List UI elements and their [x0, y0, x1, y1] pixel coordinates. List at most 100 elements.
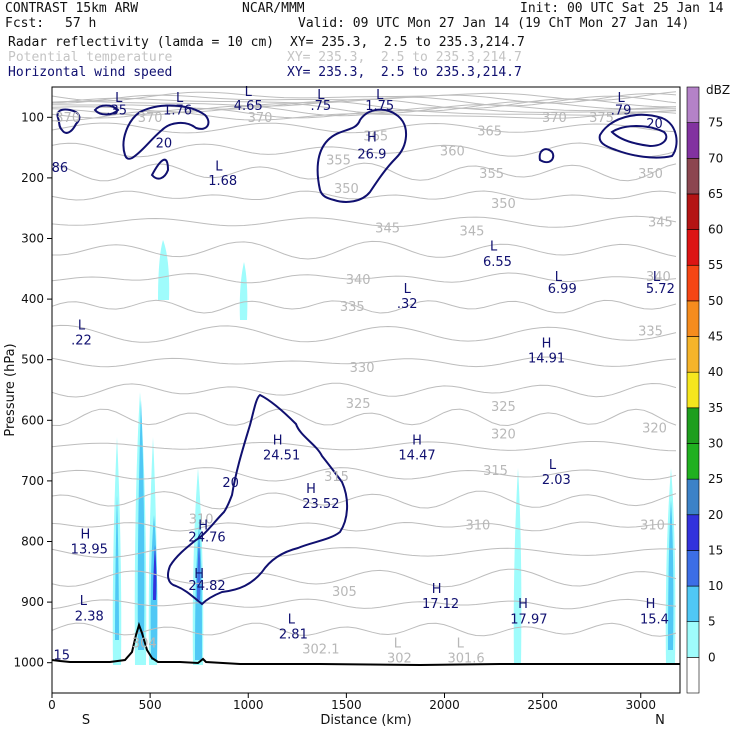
wind-label: 24.51 — [263, 449, 300, 464]
terrain-profile — [51, 621, 680, 667]
y-tick-label: 500 — [21, 353, 44, 367]
colorbar-label: 70 — [708, 151, 723, 165]
wind-label: 20 — [646, 117, 663, 132]
field-reflectivity-xy: XY= 235.3, 2.5 to 235.3,214.7 — [290, 35, 525, 50]
colorbar-label: 45 — [708, 330, 723, 344]
south-label: S — [82, 713, 90, 728]
wind-label: 1.68 — [208, 174, 237, 189]
colorbar-label: 40 — [708, 365, 723, 379]
y-tick-label: 900 — [21, 595, 44, 609]
wind-label: 6.55 — [483, 255, 512, 270]
colorbar-label: 15 — [708, 543, 723, 557]
colorbar-swatch — [686, 478, 700, 516]
wind-contour — [538, 148, 555, 164]
theta-label: 340 — [646, 270, 671, 285]
field-wind-xy: XY= 235.3, 2.5 to 235.3,214.7 — [287, 65, 522, 80]
colorbar-swatch — [686, 193, 700, 230]
wind-label: .35 — [106, 103, 127, 118]
theta-label: 310 — [640, 518, 665, 533]
init-time: Init: 00 UTC Sat 25 Jan 14 — [520, 1, 724, 16]
theta-label: 345 — [375, 221, 400, 236]
wind-label: 14.47 — [398, 449, 435, 464]
theta-label: 350 — [491, 197, 516, 212]
colorbar-unit: dBZ — [706, 83, 730, 97]
wind-contour — [122, 104, 210, 160]
theta-label: 340 — [346, 273, 371, 288]
wind-label: L — [215, 160, 223, 175]
center-name: NCAR/MMM — [242, 1, 305, 16]
colorbar-swatch — [686, 264, 700, 302]
theta-label: 304 — [132, 637, 157, 652]
wind-label: H — [518, 597, 528, 612]
wind-label: .79 — [611, 103, 632, 118]
colorbar-label: 60 — [708, 223, 723, 237]
isentrope-line — [51, 190, 677, 201]
wind-label: L — [549, 458, 557, 473]
colorbar-label: 20 — [708, 508, 723, 522]
isentrope-line — [51, 324, 677, 343]
reflectivity-column — [197, 540, 201, 600]
theta-label: 345 — [648, 215, 673, 230]
colorbar-label: 10 — [708, 579, 723, 593]
wind-label: L — [176, 91, 184, 106]
x-tick-label: 500 — [139, 698, 162, 712]
x-axis-label: Distance (km) — [320, 713, 411, 728]
reflectivity-column — [137, 400, 145, 650]
theta-label: 310 — [189, 512, 214, 527]
isentrope-line — [51, 622, 677, 637]
isentrope-line — [51, 598, 677, 610]
valid-time: Valid: 09 UTC Mon 27 Jan 14 (19 ChT Mon … — [298, 16, 690, 31]
isentrope-line — [51, 98, 677, 110]
isentrope-line — [51, 441, 677, 452]
isentrope-line — [51, 408, 677, 427]
wind-label: 2.03 — [542, 473, 571, 488]
wind-label: H — [646, 597, 656, 612]
isentrope-line — [51, 122, 677, 134]
theta-label: 335 — [340, 300, 365, 315]
wind-contour — [93, 104, 120, 116]
isentrope-line — [51, 162, 677, 182]
wind-label: H — [367, 131, 377, 146]
theta-label: 330 — [350, 361, 375, 376]
wind-label: H — [542, 337, 552, 352]
wind-contour — [610, 125, 668, 148]
theta-label: 325 — [346, 397, 371, 412]
theta-label: 310 — [465, 518, 490, 533]
theta-label: 375 — [589, 111, 614, 126]
theta-label: 355 — [479, 167, 504, 182]
wind-label: 23.52 — [302, 497, 339, 512]
y-tick-label: 100 — [21, 110, 44, 124]
reflectivity-column — [153, 545, 157, 600]
colorbar-label: 75 — [708, 116, 723, 130]
colorbar-swatch — [686, 514, 700, 551]
wind-label: .75 — [311, 99, 332, 114]
wind-label: .22 — [71, 334, 92, 349]
theta-label: 335 — [638, 324, 663, 339]
isentrope-line — [51, 382, 677, 398]
wind-label: L — [115, 91, 123, 106]
theta-label: 360 — [440, 144, 465, 159]
theta-label: 350 — [334, 182, 359, 197]
plot-frame — [51, 86, 681, 694]
colorbar-swatch — [686, 585, 700, 623]
colorbar-swatch — [686, 371, 700, 409]
wind-label: L — [245, 85, 253, 100]
wind-contour — [316, 108, 407, 203]
wind-label: L — [317, 88, 325, 103]
theta-label: L — [457, 637, 465, 652]
theta-label: 355 — [326, 154, 351, 169]
wind-label: 86 — [52, 161, 69, 176]
wind-label: 17.97 — [510, 612, 547, 627]
theta-label: 365 — [477, 124, 502, 139]
isentrope-line — [51, 356, 677, 368]
reflectivity-column — [513, 468, 522, 665]
wind-label: 24.76 — [188, 531, 225, 546]
y-tick-label: 800 — [21, 535, 44, 549]
theta-label: 345 — [460, 224, 485, 239]
isentrope-line — [51, 299, 677, 314]
colorbar-swatch — [686, 621, 700, 658]
field-reflectivity-name: Radar reflectivity (lamda = 10 cm) — [8, 35, 275, 50]
colorbar-swatch — [686, 157, 700, 195]
wind-label: L — [404, 282, 412, 297]
colorbar-label: 35 — [708, 401, 723, 415]
